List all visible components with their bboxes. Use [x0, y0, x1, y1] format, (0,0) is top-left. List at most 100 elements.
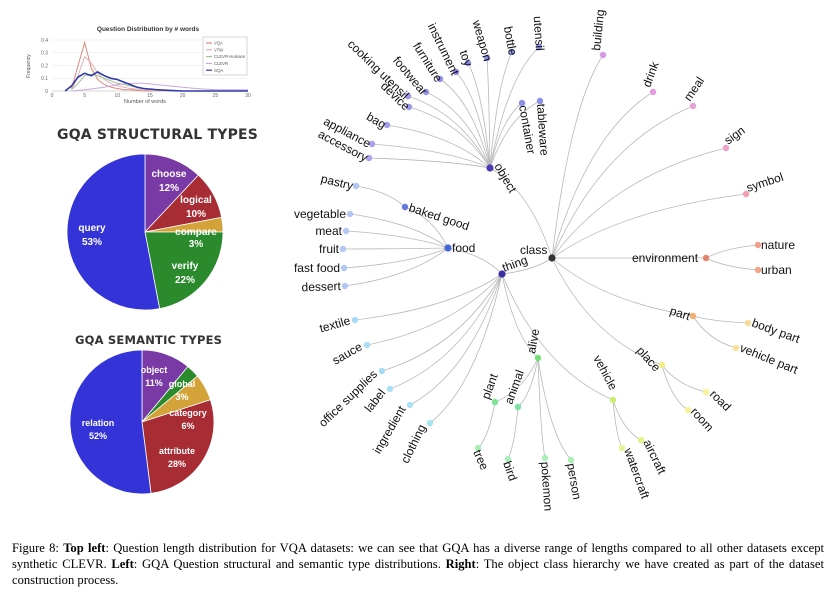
link-class-building [551, 54, 604, 259]
node-dot-watercraft [618, 444, 626, 452]
sem-relation-pct: 52% [89, 431, 107, 441]
line-series-gqa [64, 70, 248, 92]
node-dot-ingredient [406, 401, 414, 409]
line-chart-x-tick-label: 20 [180, 93, 186, 99]
line-chart-x-tick-label: 5 [83, 93, 86, 99]
link-plant-tree [477, 401, 496, 449]
node-label-meat: meat [315, 224, 342, 238]
node-label-drink: drink [640, 59, 662, 89]
link-food-fastfood [343, 247, 449, 269]
link-class-place [551, 257, 663, 366]
node-dot-symbol [742, 190, 750, 198]
struct-query-pct: 53% [82, 237, 102, 248]
caption-bold-top-left: Top left [63, 541, 106, 555]
legend-entry: CLEVR-Humans [214, 54, 245, 59]
link-object-weapon [486, 57, 491, 169]
link-thing-ingredient [409, 273, 503, 406]
link-object-utensil [489, 46, 540, 169]
line-chart-x-tick-label: 25 [213, 93, 219, 99]
line-chart-x-tick-label: 10 [115, 93, 121, 99]
node-dot-person [567, 456, 575, 464]
sem-attribute-pct: 28% [168, 459, 186, 469]
legend-entry: VQA [214, 41, 223, 46]
node-dot-device [405, 103, 413, 111]
node-label-textile: textile [318, 313, 352, 335]
pie-slice-relation [69, 349, 152, 495]
link-class-object [489, 167, 553, 259]
link-object-furniture [439, 78, 491, 169]
node-label-vehiclepart: vehicle part [738, 341, 801, 377]
pie-slice-query [66, 153, 161, 311]
pie-slice-verify [144, 231, 224, 310]
line-chart-x-tick-label: 30 [245, 93, 251, 99]
legend-entry: GQA [214, 68, 224, 73]
caption-text-2: : GQA Question structural and semantic t… [133, 557, 441, 571]
struct-query-label: query [78, 223, 106, 234]
semantic-types-pie [69, 349, 215, 495]
node-label-fruit: fruit [319, 242, 340, 256]
node-label-baked: baked good [407, 201, 471, 234]
legend-entry: CLEVR [214, 61, 228, 66]
line-chart-y-label: Frequency [26, 54, 32, 78]
node-dot-instrument [452, 68, 460, 76]
node-dot-sign [722, 144, 730, 152]
node-dot-bird [504, 455, 512, 463]
node-label-vehicle: vehicle [590, 353, 620, 393]
node-dot-building [599, 51, 607, 59]
node-label-road: road [707, 387, 734, 414]
struct-logical-pct: 10% [186, 209, 206, 220]
link-object-footwear [425, 91, 491, 169]
node-dot-tree [474, 444, 482, 452]
node-dot-plant [491, 398, 499, 406]
node-label-pastry: pastry [320, 171, 355, 192]
node-label-alive: alive [524, 327, 542, 354]
legend-entry: V7W [214, 47, 223, 52]
caption-bold-left: Left [111, 557, 134, 571]
sem-attribute-label: attribute [159, 446, 195, 456]
node-label-symbol: symbol [745, 170, 785, 195]
node-label-plant: plant [479, 371, 501, 401]
node-dot-urban [754, 266, 762, 274]
node-dot-container [518, 99, 526, 107]
node-label-bag: bag [364, 109, 388, 131]
link-object-cooking [407, 95, 491, 169]
link-place-road [661, 364, 707, 393]
struct-logical-label: logical [180, 195, 212, 206]
node-dot-footwear [422, 88, 430, 96]
node-label-thing: thing [500, 253, 529, 275]
node-label-tree: tree [470, 448, 491, 473]
link-food-dessert [344, 247, 449, 287]
node-dot-cooking [404, 92, 412, 100]
node-dot-place [658, 361, 666, 369]
node-dot-thing [498, 270, 506, 278]
node-label-clothing: clothing [398, 422, 429, 465]
node-dot-bottle [508, 48, 516, 56]
node-label-sauce: sauce [330, 339, 365, 367]
line-chart-title: Question Distribution by # words [97, 26, 200, 33]
node-label-person: person [564, 462, 584, 501]
caption-figure-number: Figure 8: [12, 541, 59, 555]
node-label-object: object [491, 161, 519, 196]
link-thing-clothing [429, 273, 503, 424]
node-dot-pokemon [541, 454, 549, 462]
line-chart-series-group [64, 40, 248, 92]
node-dot-textile [351, 316, 359, 324]
figure-caption: Figure 8: Top left: Question length dist… [12, 540, 824, 588]
node-dot-drink [649, 88, 657, 96]
line-chart-x-ticks: 0 5 10 15 20 25 30 [51, 93, 251, 99]
node-dot-class [548, 254, 556, 262]
node-label-environment: environment [632, 251, 699, 265]
link-vehicle-watercraft [612, 399, 623, 449]
link-alive-person [537, 357, 572, 461]
link-thing-office [381, 273, 503, 372]
node-label-pokemon: pokemon [538, 461, 555, 511]
node-dot-meat [342, 227, 350, 235]
node-dot-vehiclepart [732, 344, 740, 352]
line-chart-x-tick-label: 15 [147, 93, 153, 99]
structural-pie-labels: choose 12% logical 10% compare 3% verify… [78, 169, 217, 286]
link-object-bag [386, 124, 491, 169]
node-dot-utensil [535, 43, 543, 51]
link-object-bottle [489, 51, 513, 169]
node-dot-sauce [363, 341, 371, 349]
